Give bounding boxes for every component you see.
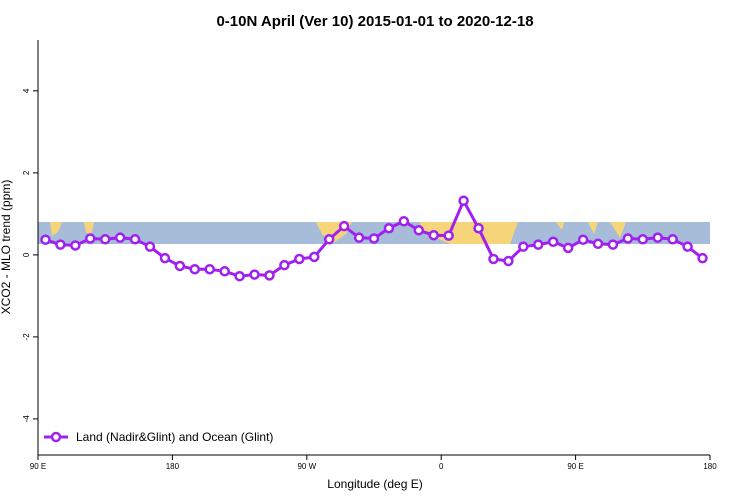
data-point xyxy=(55,239,66,250)
data-point xyxy=(652,232,663,243)
data-point xyxy=(189,263,201,275)
legend-label: Land (Nadir&Glint) and Ocean (Glint) xyxy=(76,430,273,444)
x-tick-label: 180 xyxy=(166,462,180,471)
data-point xyxy=(323,234,335,245)
data-point xyxy=(607,239,619,250)
data-point xyxy=(294,253,305,265)
y-tick-label: 0 xyxy=(22,252,31,257)
data-point xyxy=(488,253,499,265)
chart-title: 0-10N April (Ver 10) 2015-01-01 to 2020-… xyxy=(216,13,533,30)
data-point xyxy=(562,242,574,254)
data-point xyxy=(309,251,320,263)
data-point xyxy=(249,269,260,280)
data-point xyxy=(368,233,380,244)
x-tick-label: 180 xyxy=(703,462,717,471)
data-point xyxy=(40,234,51,245)
data-point xyxy=(697,252,708,264)
x-tick-label: 90 E xyxy=(30,462,46,471)
data-point xyxy=(682,241,693,252)
data-point xyxy=(428,229,439,241)
data-point xyxy=(577,234,589,245)
data-point xyxy=(622,233,634,244)
data-point xyxy=(637,234,649,245)
data-point xyxy=(547,236,559,248)
data-point xyxy=(518,241,529,252)
x-tick-label: 90 W xyxy=(297,462,316,471)
data-point xyxy=(503,255,514,267)
data-point xyxy=(129,234,141,245)
data-point xyxy=(159,252,171,264)
data-point xyxy=(473,222,484,234)
data-point xyxy=(174,260,186,272)
x-axis-label: Longitude (deg E) xyxy=(327,477,422,491)
y-tick-label: -4 xyxy=(22,415,31,423)
data-point xyxy=(443,230,454,241)
data-point xyxy=(458,195,469,207)
data-point xyxy=(114,232,126,243)
y-tick-label: -2 xyxy=(22,333,31,341)
x-tick-label: 0 xyxy=(439,462,444,471)
data-point xyxy=(99,234,111,245)
data-point xyxy=(264,270,275,281)
data-point xyxy=(279,259,290,271)
data-point xyxy=(413,225,425,236)
data-point xyxy=(70,240,81,251)
y-axis-label: XCO2 - MLO trend (ppm) xyxy=(0,180,13,315)
data-point xyxy=(338,220,350,232)
y-tick-label: 2 xyxy=(22,170,31,175)
legend-marker xyxy=(50,431,62,443)
data-point xyxy=(234,270,245,282)
data-point xyxy=(667,234,678,245)
data-point xyxy=(592,238,604,250)
data-point xyxy=(533,239,544,250)
data-point xyxy=(85,233,96,244)
data-point xyxy=(353,232,365,243)
data-point xyxy=(219,266,230,277)
data-point xyxy=(144,241,156,252)
data-point xyxy=(383,222,395,234)
data-point xyxy=(204,263,215,275)
y-tick-label: 4 xyxy=(22,88,31,93)
x-tick-label: 90 E xyxy=(567,462,583,471)
data-point xyxy=(398,216,410,227)
